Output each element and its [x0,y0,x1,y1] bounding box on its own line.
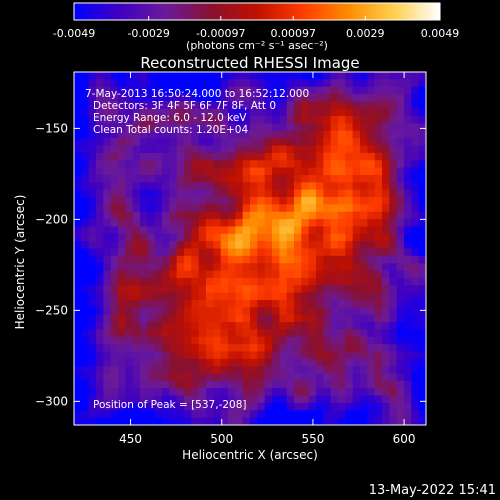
colorbar-tick-label: 0.00097 [270,27,316,40]
y-tick-label: −150 [35,121,68,135]
colorbar-tick-label: 0.0029 [346,27,385,40]
annotation-clean-counts: Clean Total counts: 1.20E+04 [93,124,248,136]
chart-title: Reconstructed RHESSI Image [140,54,359,72]
colorbar-tick-label: -0.00097 [196,27,245,40]
annotation-detectors: Detectors: 3F 4F 5F 6F 7F 8F, Att 0 [93,100,276,112]
colorbar-tick-label: -0.0049 [53,27,95,40]
colorbar-tick-label: 0.0049 [421,27,460,40]
y-axis-ticks: −150 −200 −250 −300 [35,121,426,408]
y-tick-label: −200 [35,212,68,226]
x-tick-label: 550 [301,432,324,446]
y-tick-label: −250 [35,303,68,317]
y-axis-label: Heliocentric Y (arcsec) [13,195,27,330]
heatmap-image [74,72,426,425]
annotation-energy-range: Energy Range: 6.0 - 12.0 keV [93,112,247,124]
colorbar-ticks: -0.0049 -0.0029 -0.00097 0.00097 0.0029 0.004… [53,16,459,40]
y-tick-label: −300 [35,394,68,408]
annotation-time-range: 7-May-2013 16:50:24.000 to 16:52:12.000 [85,88,309,100]
x-axis-label: Heliocentric X (arcsec) [182,448,318,462]
plot-annotations: 7-May-2013 16:50:24.000 to 16:52:12.000 … [85,88,309,411]
x-tick-label: 500 [210,432,233,446]
x-tick-label: 600 [393,432,416,446]
colorbar-tick-label: -0.0029 [127,27,169,40]
footer-timestamp: 13-May-2022 15:41 [369,483,496,498]
colorbar-units-label: (photons cm⁻² s⁻¹ asec⁻²) [186,39,328,52]
annotation-peak-position: Position of Peak = [537,-208] [93,399,247,411]
x-axis-ticks: 450 500 550 600 [119,72,416,446]
plot-frame [73,71,427,426]
x-tick-label: 450 [119,432,142,446]
colorbar [73,2,441,21]
